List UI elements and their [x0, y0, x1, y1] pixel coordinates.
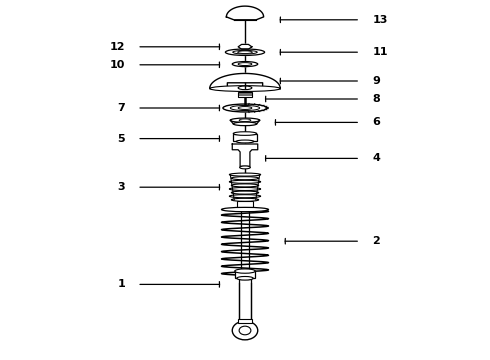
Text: 9: 9 — [372, 76, 380, 86]
Ellipse shape — [229, 173, 261, 176]
Text: 4: 4 — [372, 153, 380, 163]
Ellipse shape — [230, 118, 260, 122]
Bar — [238, 92, 252, 97]
Ellipse shape — [231, 191, 259, 194]
Text: 10: 10 — [110, 60, 125, 70]
Ellipse shape — [231, 198, 259, 201]
Ellipse shape — [229, 195, 261, 198]
Circle shape — [232, 321, 258, 340]
Bar — [233, 134, 257, 141]
Text: 13: 13 — [372, 15, 388, 25]
Text: 3: 3 — [117, 182, 125, 192]
Ellipse shape — [231, 184, 259, 187]
Ellipse shape — [238, 107, 252, 109]
Ellipse shape — [236, 140, 254, 143]
Ellipse shape — [235, 269, 255, 273]
Polygon shape — [226, 6, 264, 20]
Text: 2: 2 — [372, 236, 380, 246]
Ellipse shape — [225, 49, 265, 55]
Bar — [238, 319, 252, 323]
Ellipse shape — [229, 188, 261, 190]
Text: 12: 12 — [109, 42, 125, 52]
Ellipse shape — [232, 62, 258, 67]
Ellipse shape — [233, 122, 257, 126]
Polygon shape — [238, 44, 252, 49]
Ellipse shape — [233, 132, 257, 135]
Text: 1: 1 — [117, 279, 125, 289]
Bar — [239, 279, 251, 324]
Ellipse shape — [231, 177, 259, 180]
Ellipse shape — [229, 180, 261, 183]
Ellipse shape — [223, 104, 267, 112]
Text: 7: 7 — [117, 103, 125, 113]
Text: 11: 11 — [372, 47, 388, 57]
Ellipse shape — [230, 105, 260, 111]
Ellipse shape — [240, 166, 250, 169]
Polygon shape — [210, 73, 280, 89]
Text: 6: 6 — [372, 117, 380, 127]
Ellipse shape — [210, 86, 280, 91]
Text: 5: 5 — [117, 134, 125, 144]
Bar — [237, 201, 253, 209]
Ellipse shape — [221, 207, 269, 212]
Ellipse shape — [237, 276, 253, 280]
Text: 8: 8 — [372, 94, 380, 104]
Ellipse shape — [238, 86, 252, 90]
Polygon shape — [232, 144, 258, 166]
Bar — [235, 271, 255, 278]
